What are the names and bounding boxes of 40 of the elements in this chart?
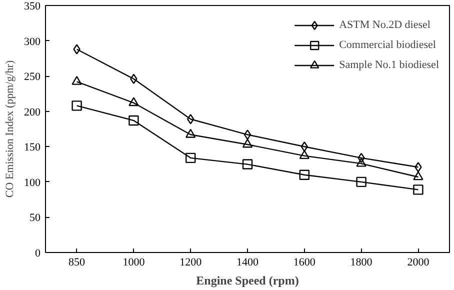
point [130, 74, 138, 84]
y-tick-label: 150 [24, 142, 41, 154]
point [299, 150, 310, 160]
point [186, 128, 196, 138]
legend-label: Commercial biodiesel [339, 39, 436, 51]
y-tick-label: 300 [24, 36, 41, 48]
x-axis-title: Engine Speed (rpm) [196, 274, 299, 288]
point [128, 115, 139, 126]
legend-label: ASTM No.2D diesel [339, 19, 430, 31]
point [356, 158, 366, 167]
point [73, 44, 80, 54]
point [413, 184, 424, 195]
y-tick-label: 250 [24, 71, 41, 84]
y-axis-title: CO Emission Index (ppm/g/hr) [4, 60, 16, 198]
y-tick-label: 0 [35, 248, 41, 260]
point [186, 152, 196, 164]
point [242, 159, 253, 170]
point [356, 176, 366, 188]
point [244, 130, 252, 140]
point [300, 142, 308, 152]
x-tick-label: 850 [68, 256, 86, 268]
legend-label: Sample No.1 biodiesel [339, 59, 439, 71]
point [72, 76, 82, 85]
point [128, 97, 139, 106]
point [299, 170, 310, 180]
x-tick-label: 1200 [180, 256, 202, 268]
x-tick-label: 1800 [350, 256, 373, 268]
x-tick-label: 1400 [236, 256, 259, 268]
x-tick-label: 1000 [122, 256, 146, 268]
y-tick-label: 50 [30, 212, 41, 224]
x-tick-label: 1600 [293, 256, 316, 268]
point [414, 162, 422, 172]
point [413, 171, 424, 180]
y-tick-label: 100 [24, 176, 41, 189]
point [187, 114, 194, 124]
point [242, 138, 253, 148]
x-tick-label: 2000 [407, 256, 430, 268]
point [72, 100, 82, 111]
y-tick-label: 350 [24, 0, 41, 12]
y-tick-label: 200 [24, 106, 41, 118]
